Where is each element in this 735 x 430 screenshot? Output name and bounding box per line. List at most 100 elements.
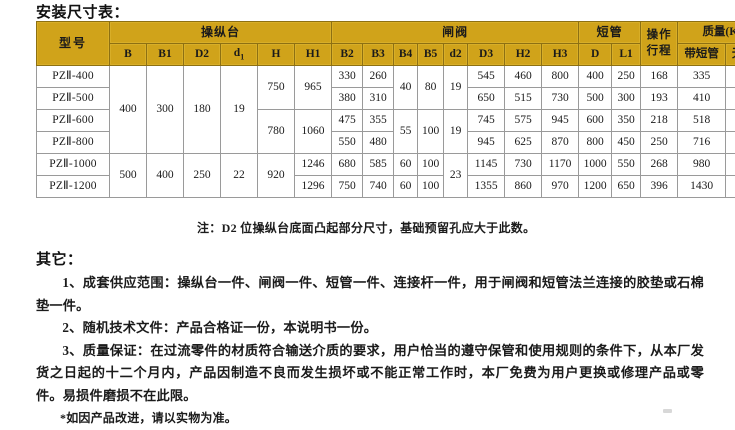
cell-model: PZⅡ-800 [37, 132, 110, 154]
cell-D3: 650 [468, 88, 505, 110]
cell-H3: 730 [542, 88, 579, 110]
cell-model: PZⅡ-1000 [37, 154, 110, 176]
cell-L1: 300 [612, 88, 641, 110]
cell-B1: 400 [147, 154, 184, 198]
header-col-H3: H3 [542, 44, 579, 66]
table-header-row-groups: 型号 操纵台 闸阀 短管 操作 行程 质量(Kg) [37, 22, 735, 44]
header-col-d1: d1 [221, 44, 258, 66]
header-col-D3: D3 [468, 44, 505, 66]
cell-D3: 945 [468, 132, 505, 154]
cell-stroke: 396 [641, 176, 678, 198]
cell-with-pipe: 410 [678, 88, 726, 110]
header-col-D2: D2 [184, 44, 221, 66]
header-model: 型号 [37, 22, 110, 66]
cell-H1: 965 [295, 66, 332, 110]
cell-without-pipe: 566 [726, 132, 735, 154]
cell-L1: 550 [612, 154, 641, 176]
table-section-title: 安装尺寸表： [36, 1, 129, 22]
cell-H1: 1296 [295, 176, 332, 198]
cell-model: PZⅡ-1200 [37, 176, 110, 198]
cell-without-pipe: 1185 [726, 176, 735, 198]
header-col-D: D [579, 44, 612, 66]
cell-with-pipe: 518 [678, 110, 726, 132]
cell-D: 800 [579, 132, 612, 154]
other-section-body: 1、成套供应范围：操纵台一件、闸阀一件、短管一件、连接杆一件，用于闸阀和短管法兰… [36, 272, 704, 430]
cell-B2: 475 [332, 110, 363, 132]
cell-B5: 100 [418, 176, 444, 198]
cell-model: PZⅡ-400 [37, 66, 110, 88]
cell-H3: 1170 [542, 154, 579, 176]
table-row: PZⅡ-1000 500 400 250 22 920 1246 680 585… [37, 154, 735, 176]
header-col-B: B [110, 44, 147, 66]
cell-H1: 1060 [295, 110, 332, 154]
cell-H: 920 [258, 154, 295, 198]
cell-stroke: 250 [641, 132, 678, 154]
cell-stroke: 168 [641, 66, 678, 88]
cell-B3: 310 [363, 88, 394, 110]
cell-L1: 450 [612, 132, 641, 154]
cell-model: PZⅡ-600 [37, 110, 110, 132]
cell-L1: 350 [612, 110, 641, 132]
cell-d1: 19 [221, 66, 258, 154]
header-col-H2: H2 [505, 44, 542, 66]
cell-B4: 40 [394, 66, 418, 110]
page-bottom-mark [663, 409, 672, 413]
other-item-1: 1、成套供应范围：操纵台一件、闸阀一件、短管一件、连接杆一件，用于闸阀和短管法兰… [36, 272, 704, 317]
cell-D3: 745 [468, 110, 505, 132]
cell-with-pipe: 716 [678, 132, 726, 154]
cell-B3: 355 [363, 110, 394, 132]
cell-H2: 625 [505, 132, 542, 154]
table-header-row-subs: B B1 D2 d1 H H1 B2 B3 B4 B5 d2 D3 H2 H3 … [37, 44, 735, 66]
header-col-d2: d2 [444, 44, 468, 66]
header-group-short-pipe: 短管 [579, 22, 641, 44]
installation-dimensions-table: 型号 操纵台 闸阀 短管 操作 行程 质量(Kg) B B1 D2 d1 H [36, 21, 735, 198]
header-group-console: 操纵台 [110, 22, 332, 44]
header-operating-stroke: 操作 行程 [641, 22, 678, 66]
cell-B3: 260 [363, 66, 394, 88]
cell-H2: 460 [505, 66, 542, 88]
cell-H: 780 [258, 110, 295, 154]
cell-D3: 1355 [468, 176, 505, 198]
cell-H2: 860 [505, 176, 542, 198]
cell-stroke: 268 [641, 154, 678, 176]
cell-d2: 19 [444, 66, 468, 110]
cell-B4: 60 [394, 154, 418, 176]
cell-H2: 515 [505, 88, 542, 110]
header-col-L1: L1 [612, 44, 641, 66]
header-col-B1: B1 [147, 44, 184, 66]
cell-with-pipe: 1430 [678, 176, 726, 198]
cell-with-pipe: 335 [678, 66, 726, 88]
header-group-gate-valve: 闸阀 [332, 22, 579, 44]
cell-without-pipe: 430 [726, 110, 735, 132]
cell-B3: 480 [363, 132, 394, 154]
cell-D3: 545 [468, 66, 505, 88]
cell-d1: 22 [221, 154, 258, 198]
cell-H: 750 [258, 66, 295, 110]
cell-with-pipe: 980 [678, 154, 726, 176]
table-head: 型号 操纵台 闸阀 短管 操作 行程 质量(Kg) B B1 D2 d1 H [37, 22, 735, 66]
header-group-mass: 质量(Kg) [678, 22, 735, 44]
table-body: PZⅡ-400 400 300 180 19 750 965 330 260 4… [37, 66, 735, 198]
header-col-B2: B2 [332, 44, 363, 66]
cell-H2: 730 [505, 154, 542, 176]
header-operating-stroke-line1: 操作 [641, 28, 677, 44]
table-row: PZⅡ-400 400 300 180 19 750 965 330 260 4… [37, 66, 735, 88]
header-col-H: H [258, 44, 295, 66]
cell-without-pipe: 788 [726, 154, 735, 176]
cell-D3: 1145 [468, 154, 505, 176]
cell-H3: 945 [542, 110, 579, 132]
cell-B4: 60 [394, 176, 418, 198]
cell-D: 1200 [579, 176, 612, 198]
cell-B: 500 [110, 154, 147, 198]
cell-B2: 380 [332, 88, 363, 110]
cell-B5: 100 [418, 110, 444, 154]
other-item-3: 3、质量保证：在过流零件的材质符合输送介质的要求，用户恰当的遵守保管和使用规则的… [36, 340, 704, 408]
cell-B5: 80 [418, 66, 444, 110]
cell-D2: 250 [184, 154, 221, 198]
cell-H3: 870 [542, 132, 579, 154]
spec-table-container: 型号 操纵台 闸阀 短管 操作 行程 质量(Kg) B B1 D2 d1 H [36, 21, 701, 198]
cell-L1: 250 [612, 66, 641, 88]
cell-B3: 585 [363, 154, 394, 176]
cell-without-pipe: 275 [726, 66, 735, 88]
